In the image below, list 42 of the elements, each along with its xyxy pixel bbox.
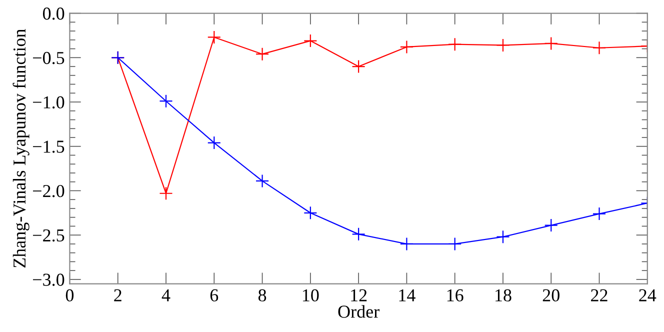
point — [496, 38, 510, 52]
y-axis-title: Zhang-Vinals Lyapunov function — [12, 29, 30, 268]
point — [448, 237, 462, 251]
x-tick-label: 8 — [258, 289, 266, 302]
point — [207, 136, 221, 150]
point — [544, 218, 558, 232]
x-tick-label: 12 — [351, 289, 367, 302]
x-tick-label: 6 — [210, 289, 218, 302]
y-tick-label: −1.5 — [33, 140, 64, 153]
point — [592, 41, 606, 55]
point — [304, 206, 318, 220]
point — [255, 47, 270, 61]
x-tick-label: 24 — [639, 289, 656, 302]
point — [592, 206, 606, 221]
x-tick-label: 0 — [66, 289, 74, 302]
point — [255, 174, 270, 188]
x-tick-label: 4 — [162, 289, 170, 302]
x-tick-label: 18 — [496, 289, 512, 302]
point — [159, 94, 173, 108]
point — [207, 30, 221, 44]
point — [352, 227, 366, 241]
x-tick-label: 14 — [399, 289, 416, 302]
point — [544, 36, 558, 50]
point — [304, 34, 318, 48]
point — [352, 60, 366, 74]
x-tick-label: 20 — [542, 289, 560, 302]
y-tick-label: 0.0 — [42, 8, 64, 20]
x-tick-label: 16 — [447, 289, 464, 302]
x-axis-title: Order — [338, 305, 380, 318]
y-tick-label: −2.5 — [33, 229, 64, 242]
point — [159, 186, 173, 200]
point — [400, 237, 414, 251]
y-tick-label: −0.5 — [33, 52, 64, 64]
y-tick-label: −2.0 — [33, 184, 64, 198]
x-tick-label: 2 — [114, 289, 122, 302]
point — [400, 40, 414, 54]
x-tick-label: 22 — [591, 289, 608, 302]
point — [496, 230, 510, 244]
point — [448, 38, 462, 52]
x-tick-label: 10 — [302, 289, 319, 302]
y-tick-label: −3.0 — [33, 274, 64, 286]
y-tick-label: −1.0 — [33, 96, 64, 109]
